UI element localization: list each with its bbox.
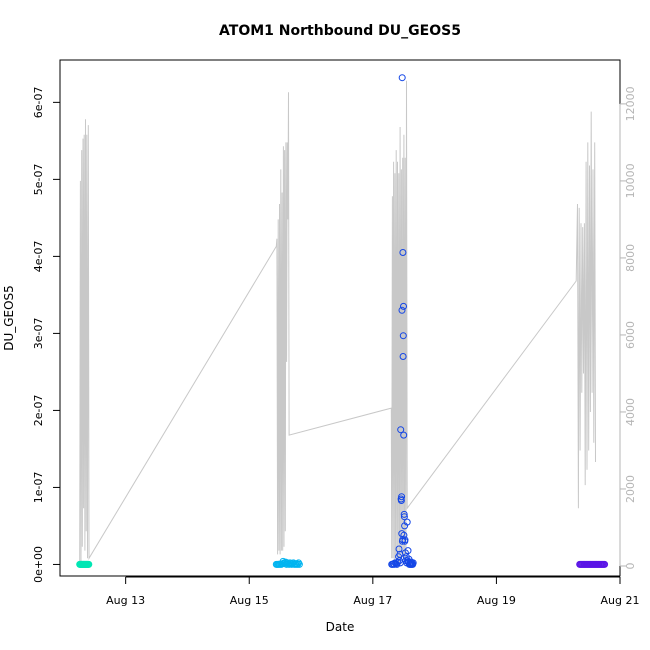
data-point <box>400 513 408 521</box>
altitude-line <box>79 80 596 567</box>
data-point <box>85 560 93 568</box>
data-point <box>409 559 417 567</box>
data-point <box>401 536 409 544</box>
altitude-layer <box>79 80 596 567</box>
y-tick-label: 3e-07 <box>32 318 45 350</box>
points-layer <box>76 74 609 568</box>
x-tick-label: Aug 17 <box>353 594 392 607</box>
data-point <box>295 560 303 568</box>
data-point <box>399 536 407 544</box>
secondary-y-axis: 0 2000 4000 6000 8000 10000 12000 <box>619 86 637 569</box>
x-axis-label: Date <box>326 620 355 634</box>
plot-frame <box>59 59 621 577</box>
chart-title: ATOM1 Northbound DU_GEOS5 <box>219 23 461 39</box>
y-axis: 0e+00 1e-07 2e-07 3e-07 4e-07 5e-07 6e-07 <box>32 86 61 583</box>
y-tick-label: 6e-07 <box>32 86 45 118</box>
y-axis-label: DU_GEOS5 <box>2 285 16 351</box>
data-point <box>601 560 609 568</box>
data-point <box>403 518 411 526</box>
secondary-y-tick-label: 0 <box>624 562 637 569</box>
data-point <box>400 431 408 439</box>
y-tick-label: 4e-07 <box>32 241 45 273</box>
x-tick-label: Aug 19 <box>477 594 516 607</box>
x-tick-label: Aug 13 <box>106 594 145 607</box>
secondary-y-tick-label: 10000 <box>624 163 637 198</box>
y-tick-label: 1e-07 <box>32 472 45 504</box>
data-point <box>398 74 406 82</box>
secondary-y-tick-label: 6000 <box>624 321 637 349</box>
secondary-y-tick-label: 4000 <box>624 398 637 426</box>
data-point <box>400 510 408 518</box>
data-point <box>397 426 405 434</box>
secondary-y-tick-label: 2000 <box>624 475 637 503</box>
data-point <box>404 547 412 555</box>
data-point <box>399 249 407 256</box>
x-axis: Aug 13 Aug 15 Aug 17 Aug 19 Aug 21 <box>106 576 640 607</box>
secondary-y-tick-label: 8000 <box>624 244 637 272</box>
data-point <box>399 332 407 340</box>
y-tick-label: 2e-07 <box>32 395 45 427</box>
y-tick-label: 5e-07 <box>32 164 45 196</box>
data-point <box>398 493 406 501</box>
x-tick-label: Aug 21 <box>601 594 640 607</box>
data-point <box>397 497 405 504</box>
secondary-y-tick-label: 12000 <box>624 86 637 121</box>
data-point <box>399 353 407 360</box>
data-point <box>398 306 406 314</box>
data-point <box>400 302 407 310</box>
x-tick-label: Aug 15 <box>230 594 269 607</box>
y-tick-label: 0e+00 <box>32 546 45 583</box>
